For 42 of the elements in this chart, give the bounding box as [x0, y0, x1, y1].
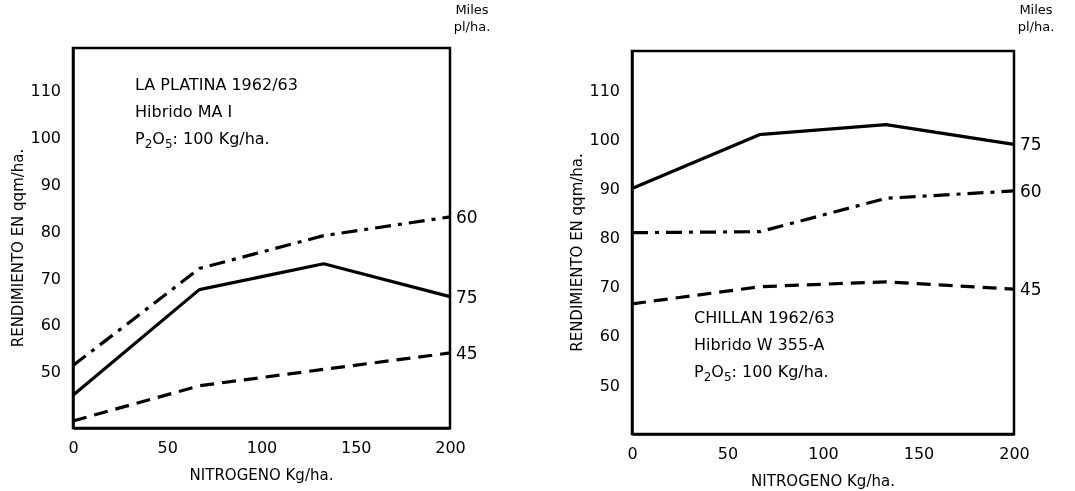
- x-tick-label: 0: [627, 444, 638, 464]
- y-tick-label: 60: [599, 326, 620, 346]
- annotation: Hibrido MA I: [135, 102, 233, 121]
- y-tick-label: 50: [40, 362, 61, 382]
- annotation: Hibrido W 355-A: [694, 335, 825, 354]
- y-tick-label: 110: [30, 80, 61, 100]
- y-tick-label: 100: [589, 130, 620, 149]
- y-tick-label: 50: [599, 375, 620, 395]
- annotation: CHILLAN 1962/63: [694, 308, 835, 327]
- y-tick-label: 100: [30, 127, 61, 147]
- x-tick-label: 0: [68, 438, 79, 458]
- y-tick-label: 60: [40, 315, 61, 335]
- series-label: 75: [1020, 134, 1042, 155]
- y-tick-label: 70: [40, 268, 61, 288]
- y-tick-label: 110: [589, 80, 620, 100]
- annotation: LA PLATINA 1962/63: [135, 75, 298, 94]
- x-tick-label: 50: [157, 438, 178, 458]
- series-label: 45: [1020, 279, 1042, 300]
- x-axis-title: NITROGENO Kg/ha.: [751, 472, 895, 490]
- legend-title: Miles pl/ha.: [453, 2, 491, 34]
- y-tick-label: 80: [40, 221, 61, 241]
- x-tick-label: 100: [808, 444, 839, 464]
- x-tick-label: 200: [999, 444, 1030, 464]
- x-tick-label: 200: [435, 438, 466, 458]
- y-tick-label: 70: [599, 277, 620, 297]
- series-label: 75: [456, 286, 478, 307]
- x-tick-label: 100: [246, 438, 278, 458]
- annotation: P$_{2}$O$_{5}$: 100 Kg/ha.: [135, 129, 270, 151]
- y-tick-label: 80: [599, 228, 620, 248]
- series-label: 45: [456, 342, 478, 363]
- annotation: P$_{2}$O$_{5}$: 100 Kg/ha.: [694, 362, 829, 384]
- y-axis-title: RENDIMIENTO EN qqm/ha.: [568, 153, 586, 352]
- y-tick-label: 90: [40, 174, 61, 194]
- x-tick-label: 50: [717, 444, 739, 464]
- x-tick-label: 150: [903, 444, 935, 464]
- y-axis-title: RENDIMIENTO EN qqm/ha.: [9, 148, 27, 348]
- x-tick-label: 150: [340, 438, 372, 458]
- series-label: 60: [456, 206, 478, 227]
- y-tick-label: 90: [599, 179, 620, 199]
- series-label: 60: [1020, 180, 1042, 201]
- legend-title: Miles pl/ha.: [1017, 2, 1055, 34]
- x-axis-title: NITROGENO Kg/ha.: [189, 466, 334, 484]
